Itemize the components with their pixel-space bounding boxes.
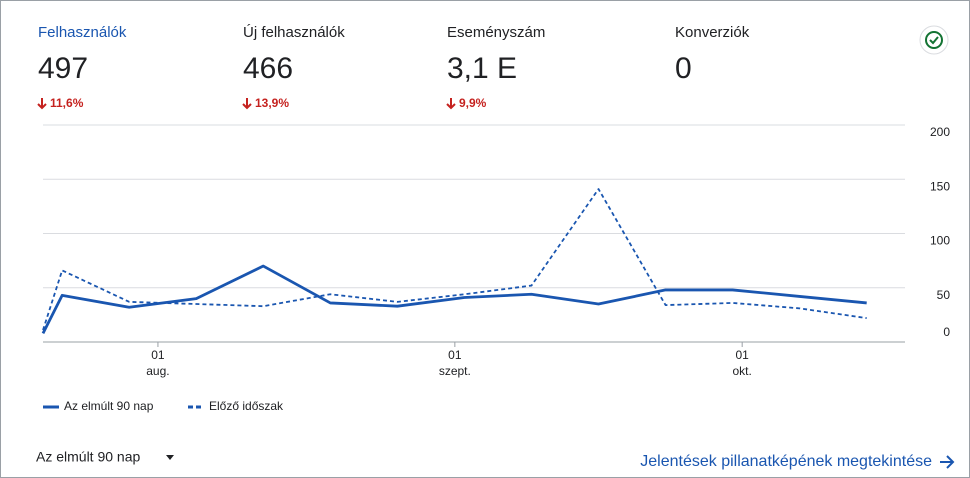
down-arrow <box>37 98 47 110</box>
metric-change: 11,6% <box>50 96 84 110</box>
x-tick-label: 01 okt. <box>733 348 752 378</box>
metric-value: 0 <box>675 52 692 85</box>
series-line <box>41 264 867 334</box>
y-tick-label: 100 <box>930 234 950 248</box>
metric-change: 9,9% <box>459 96 487 110</box>
y-tick-label: 150 <box>930 179 950 193</box>
metric-value: 497 <box>38 52 88 85</box>
metric-label: Eseményszám <box>447 24 545 41</box>
metric-value: 3,1 E <box>447 52 517 85</box>
down-arrow <box>446 98 456 110</box>
metric-label: Új felhasználók <box>243 24 345 41</box>
down-arrow <box>242 98 252 110</box>
status-icon[interactable] <box>919 25 949 55</box>
y-tick-label: 200 <box>930 125 950 139</box>
metric-label: Konverziók <box>675 24 750 41</box>
x-tick-label: 01 szept. <box>439 348 471 378</box>
metric-value: 466 <box>243 52 293 85</box>
report-link[interactable]: Jelentések pillanatképének megtekintése <box>640 453 932 470</box>
status-ring <box>925 31 943 49</box>
x-tick-label: 01 aug. <box>146 348 169 378</box>
metric-change: 13,9% <box>255 96 289 110</box>
status-check <box>929 36 939 45</box>
legend-label: Az elmúlt 90 nap <box>64 399 154 413</box>
legend-label: Előző időszak <box>209 399 284 413</box>
series-line <box>42 188 867 331</box>
range-select[interactable]: Az elmúlt 90 nap <box>36 449 140 465</box>
link-arrow <box>940 455 955 469</box>
dropdown-arrow <box>166 455 174 460</box>
y-tick-label: 0 <box>943 325 950 339</box>
metric-label: Felhasználók <box>38 24 127 41</box>
y-tick-label: 50 <box>937 288 951 302</box>
